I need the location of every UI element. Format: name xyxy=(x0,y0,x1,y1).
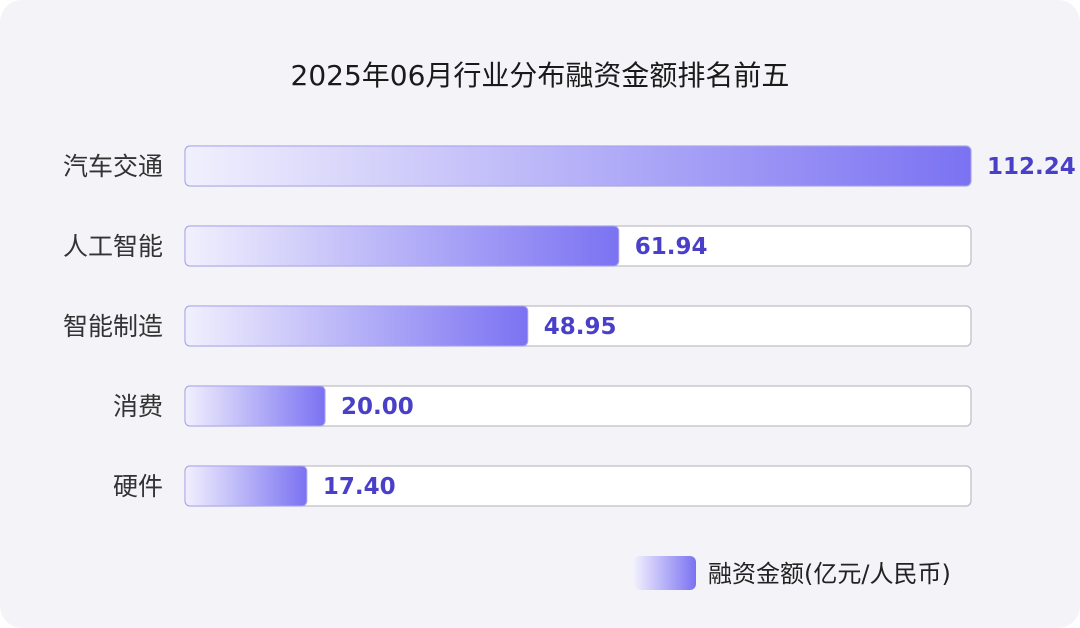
legend-label: 融资金额(亿元/人民币) xyxy=(708,560,951,588)
bars-group: 汽车交通 112.24 人工智能 61.94 智能制造 48.95 消费 20.00 硬件 17.… xyxy=(63,145,1076,507)
bar xyxy=(184,225,620,267)
category-label: 消费 xyxy=(113,392,163,421)
legend: 融资金额(亿元/人民币) xyxy=(634,556,951,590)
bar xyxy=(184,385,326,427)
legend-swatch xyxy=(634,556,696,590)
bar xyxy=(184,465,308,507)
value-label: 112.24 xyxy=(987,154,1076,180)
value-label: 17.40 xyxy=(323,474,396,500)
category-label: 汽车交通 xyxy=(63,152,163,181)
category-label: 智能制造 xyxy=(63,312,163,341)
bar xyxy=(184,305,529,347)
bar xyxy=(184,145,972,187)
value-label: 48.95 xyxy=(544,314,617,340)
category-label: 硬件 xyxy=(113,472,163,501)
value-label: 61.94 xyxy=(635,234,708,260)
category-label: 人工智能 xyxy=(63,232,163,261)
chart-title: 2025年06月行业分布融资金额排名前五 xyxy=(290,59,790,92)
value-label: 20.00 xyxy=(341,394,414,420)
